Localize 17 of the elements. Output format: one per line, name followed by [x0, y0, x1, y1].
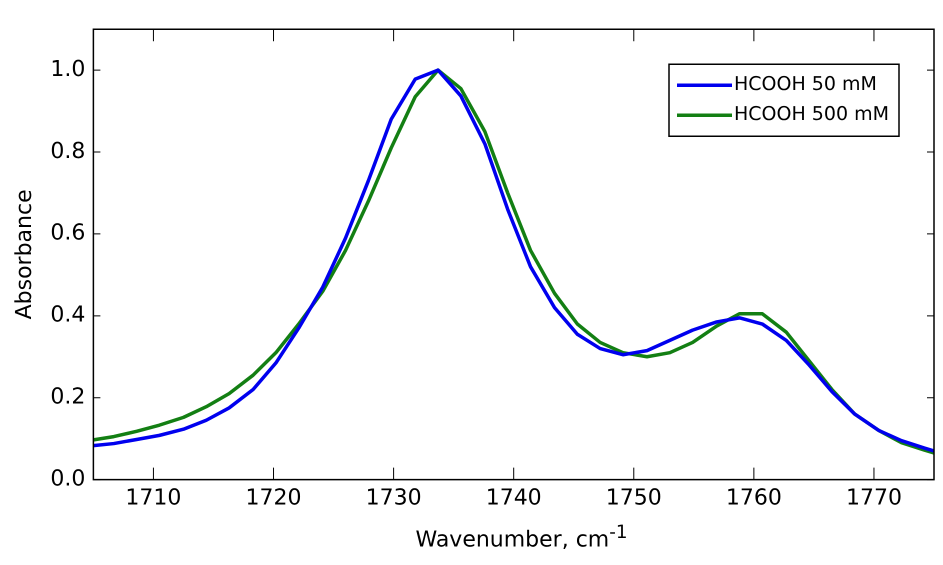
y-tick-label: 0.2: [50, 384, 86, 410]
x-tick-label: 1760: [726, 486, 782, 511]
legend-label: HCOOH 500 mM: [734, 103, 890, 126]
x-tick-label: 1710: [125, 486, 182, 511]
x-axis-title: Wavenumber, cm$^{-1}$: [414, 521, 629, 554]
y-tick-label: 0.0: [50, 466, 86, 492]
x-tick-label: 1740: [486, 486, 542, 511]
y-axis-title: Absorbance: [12, 189, 37, 320]
y-tick-label: 0.8: [50, 138, 86, 164]
x-tick-label: 1750: [606, 486, 662, 511]
y-tick-label: 0.4: [50, 302, 86, 328]
legend-label: HCOOH 50 mM: [734, 73, 877, 96]
y-tick-label: 0.6: [50, 220, 86, 246]
x-tick-label: 1720: [246, 486, 302, 511]
y-tick-label: 1.0: [50, 56, 86, 82]
x-tick-label: 1730: [366, 486, 422, 511]
x-tick-label: 1770: [846, 486, 902, 511]
